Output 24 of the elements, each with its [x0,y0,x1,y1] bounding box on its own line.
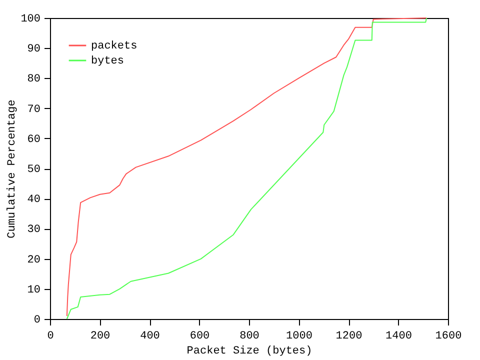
x-tick-label: 600 [190,330,210,342]
y-tick-label: 90 [27,44,40,56]
x-tick-label: 0 [47,330,54,342]
y-tick-label: 70 [27,104,40,116]
legend-label: packets [91,40,138,52]
y-tick-label: 30 [27,224,40,236]
y-tick-label: 100 [20,14,40,26]
y-tick-label: 60 [27,134,40,146]
x-tick-label: 1200 [336,330,362,342]
x-tick-label: 1600 [435,330,462,342]
y-tick-label: 40 [27,194,40,206]
x-tick-label: 400 [140,330,160,342]
y-tick-label: 0 [34,314,40,326]
x-tick-label: 800 [240,330,260,342]
y-tick-label: 20 [27,254,40,266]
x-tick-label: 1000 [286,330,312,342]
legend-label: bytes [91,56,124,68]
x-tick-label: 200 [90,330,110,342]
y-tick-label: 80 [27,74,40,86]
x-tick-label: 1400 [386,330,412,342]
y-axis-title: Cumulative Percentage [6,100,19,238]
x-axis-title: Packet Size (bytes) [186,346,312,358]
y-tick-label: 50 [27,164,40,176]
y-tick-label: 10 [27,284,40,296]
